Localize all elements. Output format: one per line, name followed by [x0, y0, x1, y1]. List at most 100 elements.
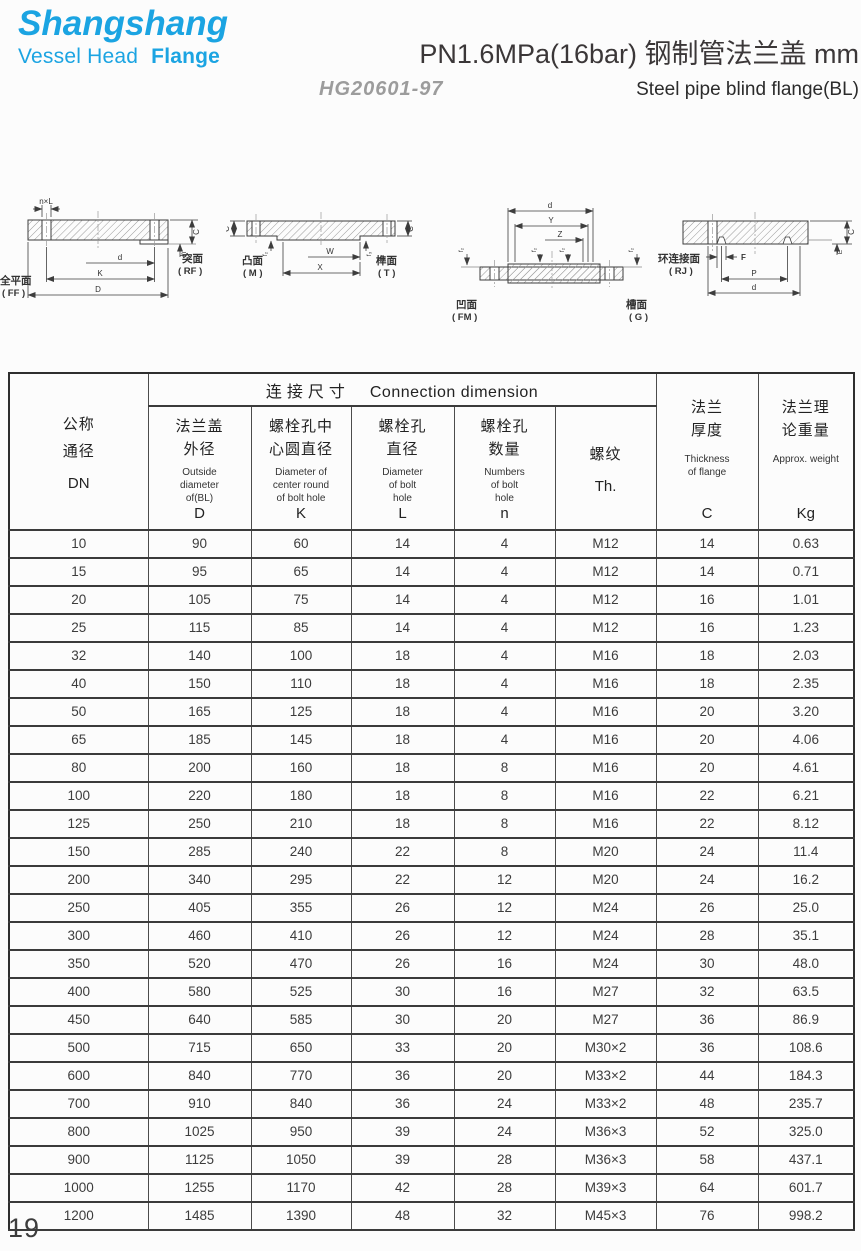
table-cell: 840: [250, 1089, 351, 1119]
table-cell: 405: [147, 893, 251, 923]
table-cell: 350: [8, 949, 148, 979]
table-cell: 86.9: [757, 1005, 855, 1035]
table-cell: 1000: [8, 1173, 148, 1203]
table-cell: 160: [250, 753, 351, 783]
table-cell: M16: [554, 753, 657, 783]
table-cell: 325.0: [757, 1117, 855, 1147]
table-row: 20 105 75 14 4 M12 16 1.01: [8, 585, 855, 615]
table-cell: M16: [554, 725, 657, 755]
face-label-ff-code: ( FF ): [2, 288, 25, 299]
table-cell: 65: [250, 557, 351, 587]
table-cell: 48: [350, 1201, 454, 1231]
table-row: 350 520 470 26 16 M24 30 48.0: [8, 949, 855, 979]
table-cell: 44: [655, 1061, 759, 1091]
table-cell: 48.0: [757, 949, 855, 979]
dimension-lines: [27, 205, 198, 298]
table-cell: 14: [350, 613, 454, 643]
table-row: 125 250 210 18 8 M16 22 8.12: [8, 809, 855, 839]
face-label-rj-cn: 环连接面: [658, 252, 700, 265]
table-cell: 210: [250, 809, 351, 839]
table-cell: 770: [250, 1061, 351, 1091]
table-cell: 95: [147, 557, 251, 587]
table-row: 25 115 85 14 4 M12 16 1.23: [8, 613, 855, 643]
dim-k: K: [97, 269, 103, 278]
table-row: 1200 1485 1390 48 32 M45×3 76 998.2: [8, 1201, 855, 1231]
table-cell: 11.4: [757, 837, 855, 867]
table-cell: M12: [554, 613, 657, 643]
table-cell: M27: [554, 1005, 657, 1035]
dim-d: d: [548, 201, 552, 210]
table-cell: 90: [147, 529, 251, 559]
table-cell: 125: [8, 809, 148, 839]
table-cell: 60: [250, 529, 351, 559]
table-cell: M24: [554, 949, 657, 979]
table-row: 900 1125 1050 39 28 M36×3 58 437.1: [8, 1145, 855, 1175]
col-header-outside-diameter: 法兰盖 外径 Outside diameter of(BL) D: [147, 406, 251, 531]
dimension-lines: [706, 220, 852, 296]
face-label-g-code: ( G ): [629, 312, 648, 323]
table-cell: 25.0: [757, 893, 855, 923]
face-label-m-cn: 凸面: [242, 255, 263, 267]
table-cell: 600: [8, 1061, 148, 1091]
table-cell: 36: [655, 1033, 759, 1063]
table-row: 500 715 650 33 20 M30×2 36 108.6: [8, 1033, 855, 1063]
table-cell: M16: [554, 669, 657, 699]
table-cell: 28: [655, 921, 759, 951]
table-cell: 355: [250, 893, 351, 923]
table-cell: 1025: [147, 1117, 251, 1147]
group-header-connection-dimension: 连接尺寸 Connection dimension: [147, 373, 657, 407]
table-cell: 200: [147, 753, 251, 783]
table-cell: M12: [554, 529, 657, 559]
table-cell: 22: [655, 781, 759, 811]
table-cell: 18: [350, 697, 454, 727]
table-cell: 1125: [147, 1145, 251, 1175]
col-d-en: Outside diameter of(BL): [180, 466, 219, 504]
table-cell: 18: [350, 753, 454, 783]
brand-logo: Shangshang Vessel Head Flange: [18, 6, 228, 69]
dim-height-h: h: [179, 252, 188, 256]
table-cell: 6.21: [757, 781, 855, 811]
table-cell: 39: [350, 1145, 454, 1175]
dim-d: d: [752, 283, 756, 292]
table-cell: 340: [147, 865, 251, 895]
col-dn-code: DN: [67, 474, 90, 492]
brand-tagline-light: Vessel Head: [18, 45, 139, 68]
col-header-thread: 螺纹 Th.: [554, 406, 657, 531]
table-cell: 3.20: [757, 697, 855, 727]
table-cell: 4: [453, 585, 555, 615]
page-title: PN1.6MPa(16bar) 钢制管法兰盖 mm: [419, 39, 859, 69]
face-label-t-cn: 榫面: [375, 254, 397, 267]
table-cell: 115: [147, 613, 251, 643]
dim-f: F: [741, 253, 746, 262]
table-row: 40 150 110 18 4 M16 18 2.35: [8, 669, 855, 699]
table-row: 10 90 60 14 4 M12 14 0.63: [8, 529, 855, 559]
col-n-code: n: [500, 504, 509, 522]
table-row: 65 185 145 18 4 M16 20 4.06: [8, 725, 855, 755]
centerlines: [46, 211, 155, 249]
table-cell: 14: [350, 585, 454, 615]
col-l-en: Diameter of bolt hole: [382, 466, 423, 504]
table-cell: M36×3: [554, 1117, 657, 1147]
table-cell: 250: [8, 893, 148, 923]
table-cell: 22: [350, 865, 454, 895]
drawing-ring-joint-face: F P d C E 环连接面 ( RJ ): [658, 212, 856, 296]
table-cell: 0.71: [757, 557, 855, 587]
table-cell: M39×3: [554, 1173, 657, 1203]
table-cell: 4: [453, 557, 555, 587]
table-cell: 20: [453, 1061, 555, 1091]
dim-e: E: [837, 249, 844, 254]
table-cell: 1.23: [757, 613, 855, 643]
col-thickness-cn: 法兰 厚度: [691, 399, 724, 440]
table-cell: 30: [350, 977, 454, 1007]
face-label-ff-cn: 全平面: [0, 274, 32, 287]
table-row: 400 580 525 30 16 M27 32 63.5: [8, 977, 855, 1007]
table-cell: 10: [8, 529, 148, 559]
dim-c: C: [847, 229, 856, 235]
table-cell: M12: [554, 585, 657, 615]
table-cell: 200: [8, 865, 148, 895]
table-cell: 185: [147, 725, 251, 755]
table-cell: 14: [350, 529, 454, 559]
table-cell: 998.2: [757, 1201, 855, 1231]
table-cell: 12: [453, 865, 555, 895]
table-cell: 18: [350, 725, 454, 755]
